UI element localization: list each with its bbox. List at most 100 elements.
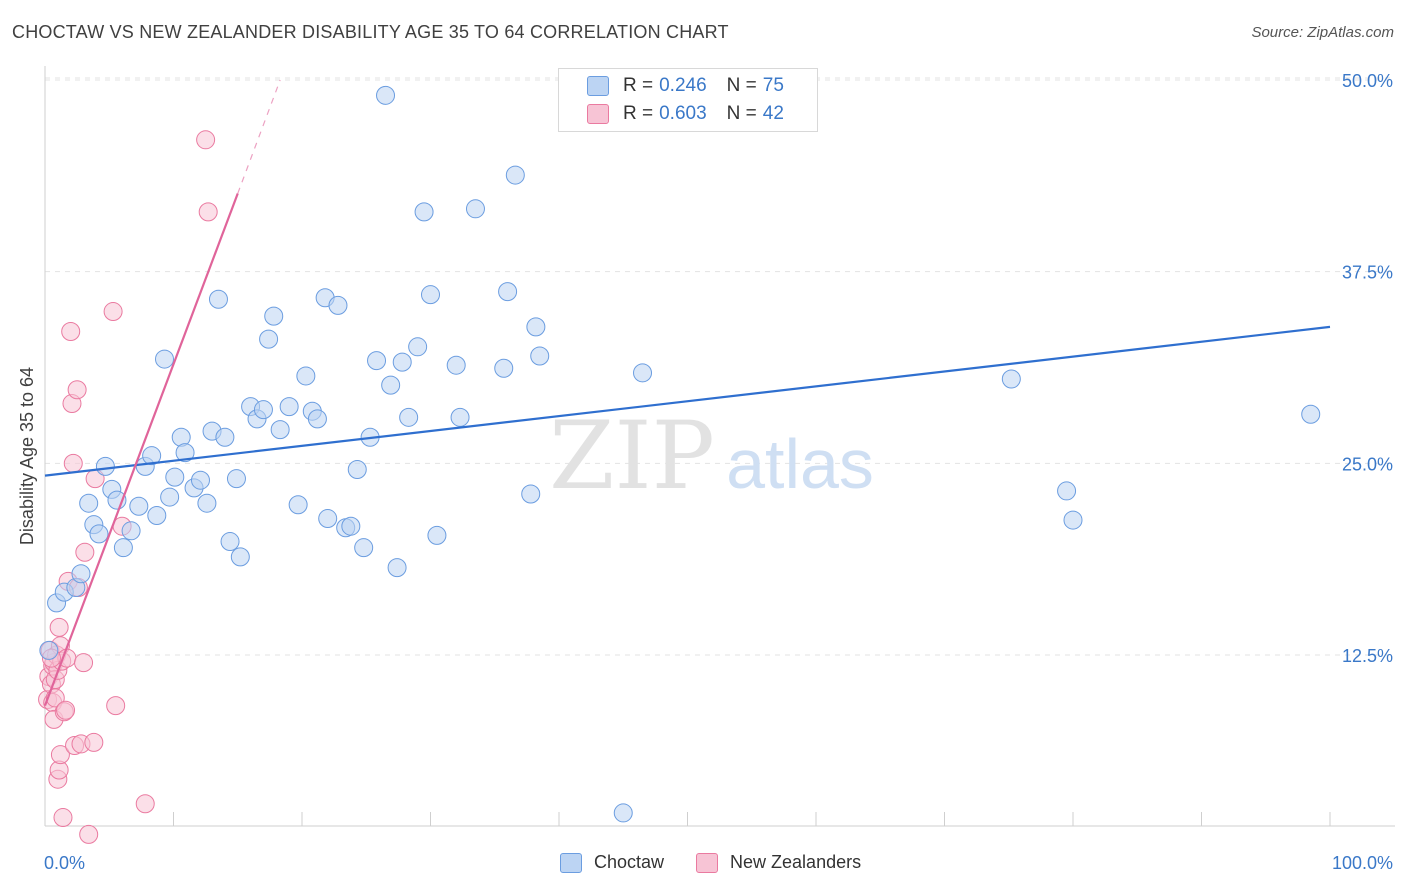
choctaw-point: [113, 538, 133, 558]
nz-point: [196, 130, 216, 150]
nz-swatch: [587, 104, 609, 124]
choctaw-point: [1063, 510, 1083, 530]
choctaw-point: [39, 640, 59, 660]
choctaw-point: [465, 199, 485, 219]
choctaw-point: [79, 493, 99, 513]
choctaw-point: [1001, 369, 1021, 389]
choctaw-point: [530, 346, 550, 366]
choctaw-swatch: [587, 76, 609, 96]
y-axis-title: Disability Age 35 to 64: [17, 367, 37, 545]
axis-labels: 12.5% 25.0% 37.5% 50.0% 0.0% 100.0% Disability…: [17, 71, 1393, 873]
choctaw-point: [155, 349, 175, 369]
choctaw-point: [341, 516, 361, 536]
nz-legend-label: New Zealanders: [730, 852, 862, 872]
axes: [44, 66, 1395, 827]
choctaw-point: [288, 495, 308, 515]
choctaw-point: [95, 456, 115, 476]
nz-point: [79, 824, 99, 844]
choctaw-point: [421, 285, 440, 305]
legend-box: R = 0.246 N = 75 R = 0.603 N = 42: [558, 68, 818, 132]
nz-point: [53, 808, 73, 828]
y-tick-label: 50.0%: [1342, 71, 1393, 91]
choctaw-n-label: N =: [726, 75, 757, 96]
choctaw-point: [215, 427, 235, 447]
choctaw-point: [264, 306, 284, 326]
choctaw-point: [347, 459, 367, 479]
nz-trend-extension: [237, 79, 281, 194]
bottom-legend-choctaw: Choctaw: [560, 852, 664, 873]
nz-point: [103, 302, 123, 322]
choctaw-point: [392, 352, 412, 372]
watermark-atlas: atlas: [726, 425, 874, 503]
choctaw-trend-line: [44, 325, 1331, 477]
trend-lines: [43, 79, 1331, 706]
choctaw-point: [328, 295, 348, 315]
choctaw-point: [296, 366, 316, 386]
choctaw-point: [253, 400, 273, 420]
nz-point: [67, 380, 87, 400]
choctaw-point: [521, 484, 541, 504]
y-tick-label: 12.5%: [1342, 646, 1393, 666]
nz-point: [45, 688, 65, 708]
nz-point: [75, 542, 95, 562]
choctaw-point: [367, 351, 387, 371]
nz-r-value: 0.603: [659, 103, 707, 124]
y-tick-label: 25.0%: [1342, 454, 1393, 474]
y-tick-label: 37.5%: [1342, 263, 1393, 283]
choctaw-point: [387, 558, 407, 578]
source-label: Source: ZipAtlas.com: [1251, 24, 1394, 41]
choctaw-point: [190, 470, 210, 490]
choctaw-points: [39, 85, 1321, 823]
bottom-legend-nz: New Zealanders: [696, 852, 861, 873]
nz-r-label: R =: [623, 103, 654, 124]
choctaw-point: [226, 469, 246, 489]
choctaw-point: [160, 487, 180, 507]
choctaw-point: [613, 803, 633, 823]
x-tick-label-min: 0.0%: [44, 853, 85, 873]
choctaw-point: [498, 282, 518, 302]
choctaw-point: [1301, 404, 1321, 424]
choctaw-point: [494, 358, 514, 378]
choctaw-point: [147, 505, 167, 525]
legend-row-choctaw: R = 0.246 N = 75: [587, 74, 784, 98]
choctaw-n-value: 75: [762, 75, 784, 96]
nz-point: [84, 732, 104, 752]
nz-n-value: 42: [762, 103, 784, 124]
choctaw-point: [450, 407, 470, 427]
choctaw-point: [71, 564, 91, 584]
nz-point: [49, 617, 69, 637]
choctaw-point: [1057, 481, 1077, 501]
choctaw-point: [165, 467, 185, 487]
bottom-legend: Choctaw New Zealanders: [560, 852, 893, 873]
choctaw-point: [414, 202, 434, 222]
watermark: ZIP atlas: [549, 402, 874, 511]
nz-point: [56, 700, 76, 720]
choctaw-point: [446, 355, 466, 375]
nz-point: [50, 745, 70, 765]
choctaw-point: [197, 493, 217, 513]
choctaw-point: [408, 337, 428, 357]
choctaw-point: [142, 446, 162, 466]
choctaw-point: [230, 547, 250, 567]
legend-row-nz: R = 0.603 N = 42: [587, 102, 784, 126]
choctaw-point: [270, 420, 290, 440]
choctaw-point: [259, 329, 279, 349]
choctaw-point: [633, 363, 653, 383]
nz-trend-line: [43, 193, 239, 706]
nz-legend-swatch: [696, 852, 719, 873]
watermark-zip: ZIP: [549, 402, 715, 511]
choctaw-point: [399, 407, 419, 427]
nz-point: [106, 696, 126, 716]
nz-point: [61, 321, 81, 341]
gridlines: [45, 77, 1395, 656]
choctaw-point: [220, 532, 240, 552]
x-tick-label-max: 100.0%: [1332, 853, 1393, 873]
chart-title: CHOCTAW VS NEW ZEALANDER DISABILITY AGE …: [12, 22, 729, 42]
choctaw-point: [427, 525, 447, 545]
nz-n-label: N =: [726, 103, 757, 124]
nz-point: [198, 202, 218, 222]
choctaw-point: [89, 524, 109, 544]
choctaw-point: [121, 521, 141, 541]
choctaw-point: [354, 538, 374, 558]
